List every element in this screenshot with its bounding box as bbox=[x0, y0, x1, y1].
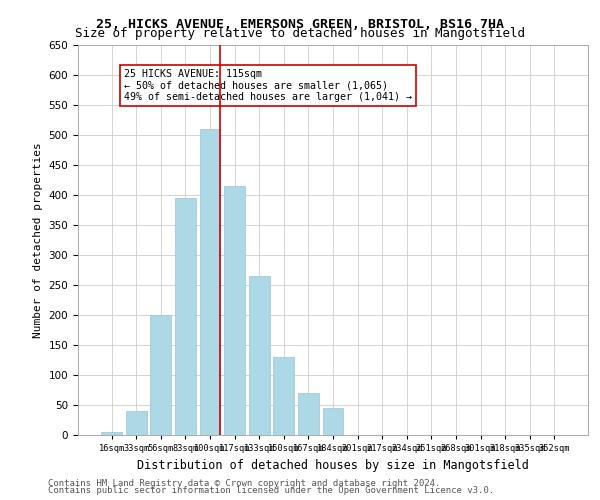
Bar bbox=[323, 408, 343, 435]
Bar bbox=[175, 198, 196, 435]
X-axis label: Distribution of detached houses by size in Mangotsfield: Distribution of detached houses by size … bbox=[137, 458, 529, 471]
Bar bbox=[249, 276, 269, 435]
Text: Size of property relative to detached houses in Mangotsfield: Size of property relative to detached ho… bbox=[75, 28, 525, 40]
Bar bbox=[224, 186, 245, 435]
Text: 25 HICKS AVENUE: 115sqm
← 50% of detached houses are smaller (1,065)
49% of semi: 25 HICKS AVENUE: 115sqm ← 50% of detache… bbox=[124, 69, 412, 102]
Bar bbox=[151, 315, 171, 435]
Text: 25, HICKS AVENUE, EMERSONS GREEN, BRISTOL, BS16 7HA: 25, HICKS AVENUE, EMERSONS GREEN, BRISTO… bbox=[96, 18, 504, 30]
Bar bbox=[126, 411, 146, 435]
Text: Contains HM Land Registry data © Crown copyright and database right 2024.: Contains HM Land Registry data © Crown c… bbox=[48, 478, 440, 488]
Bar bbox=[274, 357, 294, 435]
Bar bbox=[101, 432, 122, 435]
Text: Contains public sector information licensed under the Open Government Licence v3: Contains public sector information licen… bbox=[48, 486, 494, 495]
Y-axis label: Number of detached properties: Number of detached properties bbox=[33, 142, 43, 338]
Bar bbox=[298, 393, 319, 435]
Bar bbox=[200, 129, 220, 435]
